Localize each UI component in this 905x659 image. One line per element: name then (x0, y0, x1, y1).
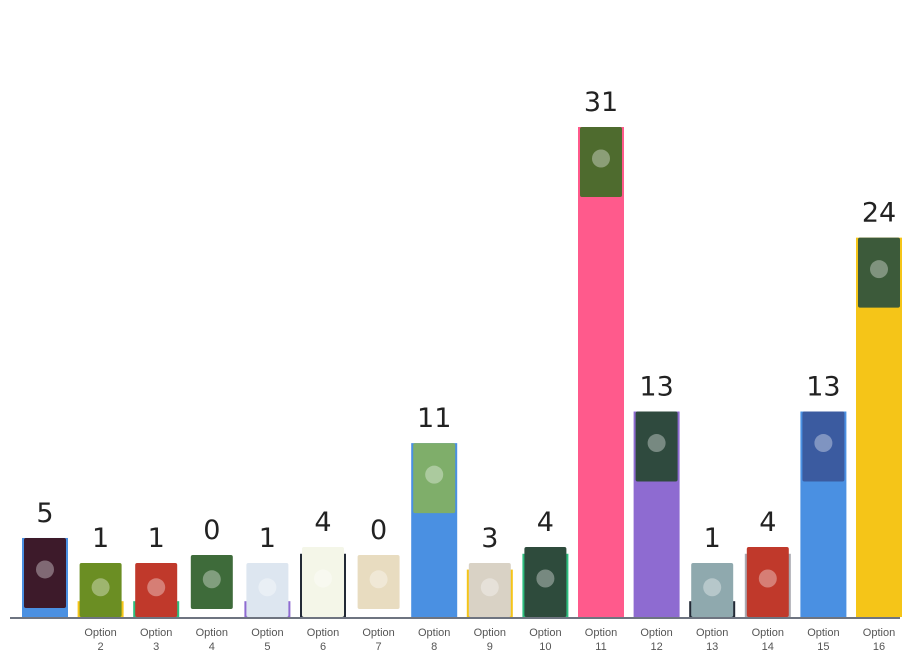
thumbnail-image-10 (524, 547, 567, 617)
thumbnail-image-12 (635, 411, 678, 482)
thumbnail-image-8 (413, 443, 456, 514)
value-label-3: 1 (148, 523, 165, 554)
tick-label-4-line2: 4 (209, 641, 215, 653)
tick-label-14-line1: Option (752, 627, 784, 639)
thumbnail-image-1 (24, 537, 66, 608)
thumbnail-frame-14 (746, 547, 789, 617)
thumbnail-image-15 (802, 411, 845, 482)
value-label-14: 4 (759, 507, 776, 538)
tick-label-13-line1: Option (696, 627, 728, 639)
value-label-16: 24 (862, 198, 896, 229)
tick-label-2-line2: 2 (98, 641, 104, 653)
thumbnail-image-13 (691, 563, 734, 617)
thumbnail-frame-11 (580, 127, 622, 197)
thumbnail-detail-10 (536, 569, 555, 588)
tick-label-10-line1: Option (529, 627, 561, 639)
tick-label-10-line2: 10 (539, 641, 551, 653)
tick-label-3-line1: Option (140, 627, 172, 639)
tick-label-6-line1: Option (307, 627, 339, 639)
value-label-6: 4 (314, 507, 331, 538)
tick-label-9-line2: 9 (487, 641, 493, 653)
thumbnail-frame-10 (524, 547, 567, 617)
tick-label-9-line1: Option (474, 627, 506, 639)
tick-label-15-line1: Option (807, 627, 839, 639)
thumbnail-detail-7 (369, 570, 388, 589)
thumbnail-detail-1 (36, 560, 54, 579)
tick-label-14-line2: 14 (762, 641, 774, 653)
thumbnail-image-11 (580, 127, 622, 197)
thumbnail-frame-1 (24, 537, 66, 608)
value-label-13: 1 (704, 523, 721, 554)
thumbnail-detail-9 (480, 578, 499, 597)
thumbnail-frame-13 (691, 563, 734, 617)
thumbnail-detail-5 (258, 578, 277, 597)
thumbnail-image-7 (357, 555, 400, 609)
thumbnail-frame-2 (79, 563, 122, 617)
tick-label-11-line1: Option (585, 627, 617, 639)
thumbnail-image-9 (468, 563, 511, 617)
thumbnail-frame-12 (635, 411, 678, 482)
thumbnails-layer (24, 127, 900, 617)
tick-label-12-line2: 12 (650, 641, 662, 653)
thumbnail-image-16 (858, 237, 900, 308)
thumbnail-detail-14 (758, 569, 777, 588)
tick-label-6-line2: 6 (320, 641, 326, 653)
value-label-15: 13 (806, 372, 840, 403)
thumbnail-frame-16 (858, 237, 900, 308)
thumbnail-image-3 (135, 563, 178, 617)
thumbnail-frame-9 (468, 563, 511, 617)
tick-label-12-line1: Option (640, 627, 672, 639)
thumbnail-frame-7 (357, 555, 400, 609)
value-label-12: 13 (639, 372, 673, 403)
thumbnail-detail-4 (202, 570, 221, 589)
thumbnail-frame-6 (302, 547, 344, 617)
thumbnail-frame-15 (802, 411, 845, 482)
thumbnail-detail-2 (91, 578, 110, 597)
value-label-4: 0 (203, 515, 220, 546)
tick-label-16-line2: 16 (873, 641, 885, 653)
value-label-2: 1 (92, 523, 109, 554)
thumbnail-frame-4 (190, 555, 233, 609)
tick-labels-layer: Option 2 Option 3 Option 4 Option 5 Option 6 Optio… (84, 627, 895, 653)
tick-label-15-line2: 15 (817, 641, 829, 653)
thumbnail-detail-16 (870, 260, 888, 279)
value-label-10: 4 (537, 507, 554, 538)
thumbnail-detail-15 (814, 434, 833, 453)
tick-label-5-line1: Option (251, 627, 283, 639)
thumbnail-detail-6 (314, 569, 332, 588)
tick-label-4-line1: Option (196, 627, 228, 639)
thumbnail-detail-8 (425, 465, 444, 484)
tick-label-8-line1: Option (418, 627, 450, 639)
thumbnail-detail-3 (147, 578, 166, 597)
tick-label-7-line1: Option (362, 627, 394, 639)
thumbnail-image-5 (246, 563, 289, 617)
thumbnail-image-14 (746, 547, 789, 617)
value-label-11: 31 (584, 87, 618, 118)
thumbnail-detail-13 (703, 578, 722, 597)
value-label-7: 0 (370, 515, 387, 546)
tick-label-8-line2: 8 (431, 641, 437, 653)
thumbnail-image-2 (79, 563, 122, 617)
tick-label-7-line2: 7 (376, 641, 382, 653)
value-label-9: 3 (481, 523, 498, 554)
thumbnail-image-6 (302, 547, 344, 617)
tick-label-16-line1: Option (863, 627, 895, 639)
thumbnail-detail-11 (592, 149, 610, 168)
thumbnail-frame-5 (246, 563, 289, 617)
thumbnail-frame-8 (413, 443, 456, 514)
tick-label-11-line2: 11 (595, 641, 606, 653)
thumbnail-frame-3 (135, 563, 178, 617)
value-label-5: 1 (259, 523, 276, 554)
bar-11 (578, 127, 624, 617)
value-label-1: 5 (36, 498, 53, 529)
thumbnail-detail-12 (647, 434, 666, 453)
thumbnail-image-4 (190, 555, 233, 609)
tick-label-13-line2: 13 (706, 641, 718, 653)
tick-label-2-line1: Option (84, 627, 116, 639)
tick-label-3-line2: 3 (153, 641, 159, 653)
value-label-8: 11 (417, 403, 451, 434)
tick-label-5-line2: 5 (264, 641, 270, 653)
